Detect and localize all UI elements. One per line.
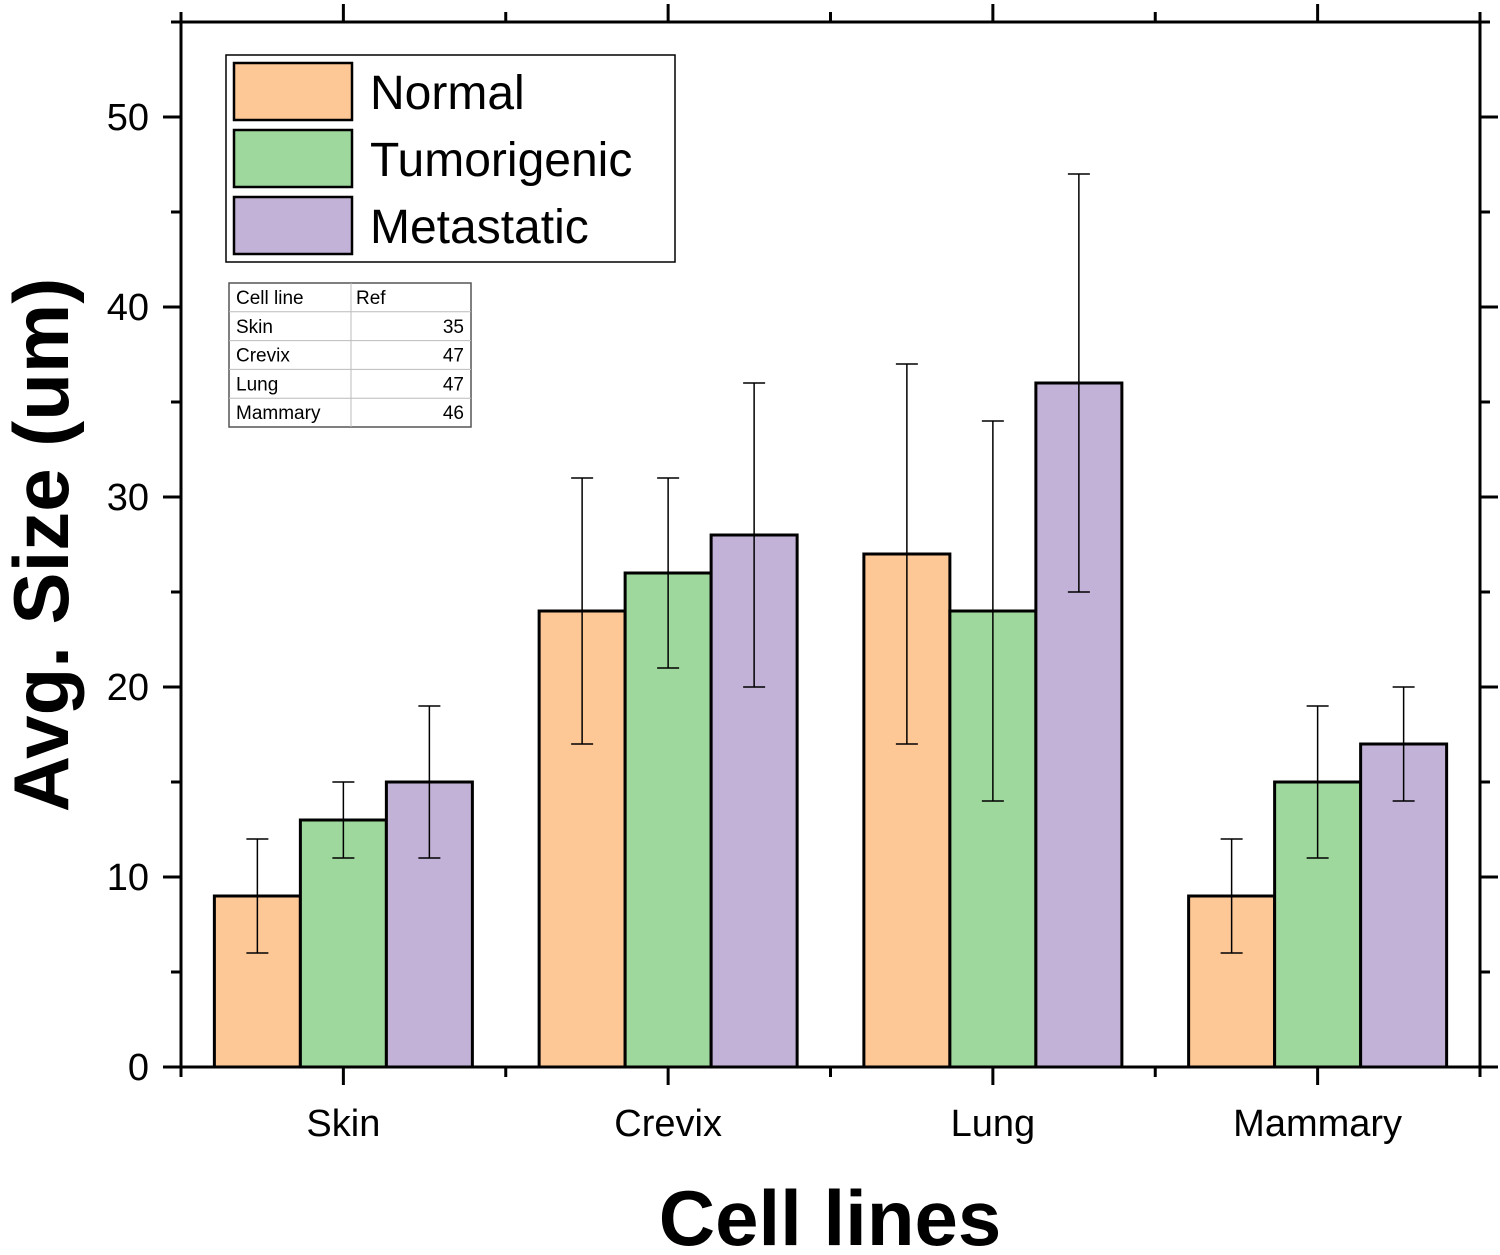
bar-metastatic-mammary bbox=[1359, 742, 1449, 1069]
x-tick-label: Skin bbox=[306, 1103, 380, 1145]
inset-cell-name: Lung bbox=[236, 374, 278, 395]
error-bars bbox=[246, 173, 1415, 954]
legend-label-metastatic: Metastatic bbox=[370, 201, 589, 254]
y-tick-label: 20 bbox=[107, 667, 149, 709]
y-tick-label: 30 bbox=[107, 477, 149, 519]
y-tick-label: 10 bbox=[107, 857, 149, 899]
legend-swatch-normal bbox=[232, 61, 354, 122]
x-tick-label: Crevix bbox=[614, 1103, 722, 1145]
inset-table-frame bbox=[228, 282, 472, 428]
inset-cell-name: Crevix bbox=[236, 346, 290, 367]
inset-cell-ref: 35 bbox=[443, 317, 464, 338]
ticks: 0 10 20 30 40 50 Skin Crevix Lung Mammary bbox=[107, 4, 1498, 1145]
inset-cell-ref: 47 bbox=[443, 374, 464, 395]
x-axis-title: Cell lines bbox=[659, 1174, 1001, 1255]
inset-cell-name: Skin bbox=[236, 317, 273, 338]
legend-label-normal: Normal bbox=[370, 67, 525, 120]
y-tick-label: 0 bbox=[128, 1047, 149, 1089]
inset-cell-ref: 46 bbox=[443, 403, 464, 424]
inset-cell-ref: 47 bbox=[443, 346, 464, 367]
bar-metastatic-crevix bbox=[709, 533, 799, 1069]
x-tick-label: Lung bbox=[951, 1103, 1036, 1145]
inset-cell-name: Mammary bbox=[236, 403, 321, 424]
y-tick-label: 40 bbox=[107, 287, 149, 329]
y-axis-title: Avg. Size (um) bbox=[0, 278, 85, 813]
bars bbox=[212, 381, 1449, 1069]
inset-table: Cell line Ref Skin 35 Crevix 47 Lung 47 Mammary 4… bbox=[228, 282, 472, 428]
y-tick-label: 50 bbox=[107, 97, 149, 139]
legend-swatch-metastatic bbox=[232, 195, 354, 256]
inset-header-ref: Ref bbox=[356, 288, 386, 309]
x-tick-label: Mammary bbox=[1233, 1103, 1402, 1145]
legend-label-tumorigenic: Tumorigenic bbox=[370, 134, 632, 187]
legend: Normal Tumorigenic Metastatic bbox=[225, 54, 676, 263]
inset-header-cell-line: Cell line bbox=[236, 288, 304, 309]
legend-swatch-tumorigenic bbox=[232, 128, 354, 189]
